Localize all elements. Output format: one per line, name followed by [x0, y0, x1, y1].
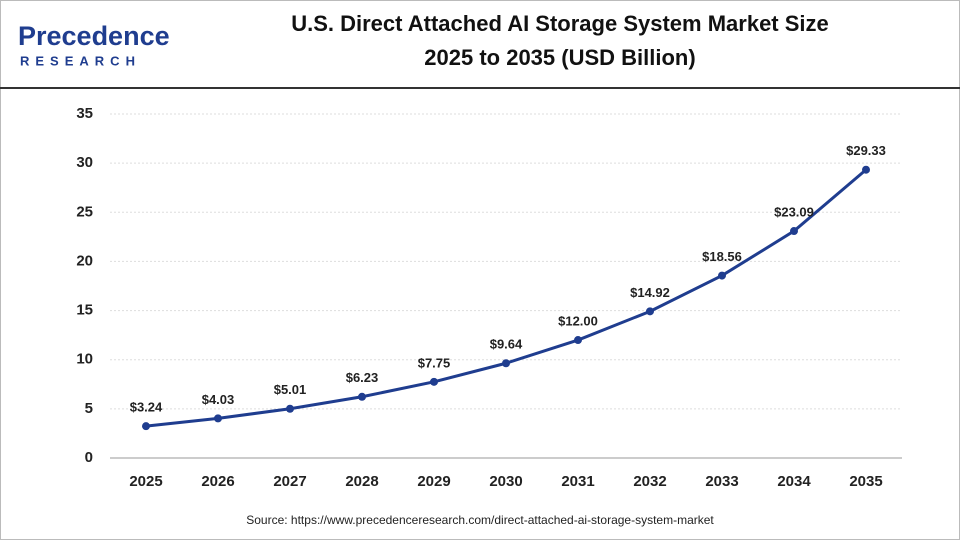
point: [142, 422, 150, 431]
y-tick-label: 15: [76, 302, 93, 319]
y-tick-label: 20: [76, 252, 93, 269]
chart-subtitle: 2025 to 2035 (USD Billion): [424, 45, 695, 70]
point: [502, 359, 510, 368]
logo-sub: RESEARCH: [20, 53, 141, 68]
chart-title: U.S. Direct Attached AI Storage System M…: [291, 11, 829, 36]
y-tick-label: 25: [76, 203, 93, 220]
y-tick-label: 10: [76, 351, 93, 368]
x-tick-label: 2031: [561, 473, 594, 490]
logo-name: Precedence: [18, 21, 170, 51]
x-tick-label: 2035: [849, 473, 882, 490]
x-tick-label: 2032: [633, 473, 666, 490]
value-label: $14.92: [630, 285, 670, 300]
value-label: $9.64: [490, 337, 523, 352]
x-tick-label: 2029: [417, 473, 450, 490]
point: [214, 414, 222, 423]
value-label: $12.00: [558, 313, 598, 328]
x-tick-label: 2028: [345, 473, 378, 490]
value-label: $7.75: [418, 355, 451, 370]
value-label: $5.01: [274, 382, 307, 397]
point: [358, 392, 366, 401]
x-tick-label: 2026: [201, 473, 234, 490]
x-tick-label: 2027: [273, 473, 306, 490]
value-label: $6.23: [346, 370, 379, 385]
point: [646, 307, 654, 316]
x-tick-label: 2034: [777, 473, 811, 490]
y-tick-label: 35: [76, 105, 93, 122]
x-tick-label: 2030: [489, 473, 522, 490]
x-tick-label: 2033: [705, 473, 738, 490]
point: [862, 165, 870, 174]
point: [286, 404, 294, 413]
point: [790, 227, 798, 236]
y-tick-label: 0: [85, 449, 93, 466]
point: [718, 271, 726, 280]
point: [574, 336, 582, 345]
x-tick-label: 2025: [129, 473, 162, 490]
value-label: $3.24: [130, 400, 163, 415]
value-label: $29.33: [846, 143, 886, 158]
y-tick-label: 5: [85, 400, 93, 417]
source: Source: https://www.precedenceresearch.c…: [246, 513, 714, 527]
value-label: $23.09: [774, 204, 814, 219]
point: [430, 377, 438, 386]
value-label: $4.03: [202, 392, 235, 407]
y-tick-label: 30: [76, 154, 93, 171]
value-label: $18.56: [702, 249, 742, 264]
